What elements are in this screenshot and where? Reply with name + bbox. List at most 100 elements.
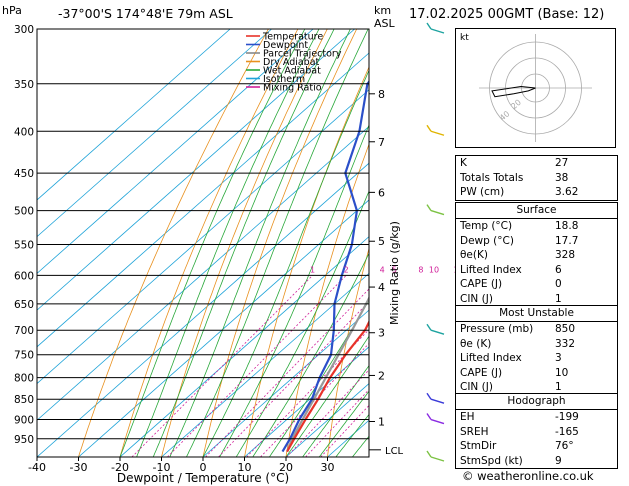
hodograph-stat-label: EH	[460, 411, 475, 423]
temp-tick-label: -30	[70, 461, 88, 474]
hodograph-trace	[491, 85, 536, 98]
surface-value: 18.8	[555, 220, 579, 232]
temperature-line	[286, 319, 369, 453]
temp-tick-label: -20	[111, 461, 129, 474]
most-unstable-row: CAPE (J) 10	[456, 366, 617, 381]
isotherm-line	[37, 29, 314, 274]
pressure-tick-label: 650	[14, 299, 34, 311]
isotherm-line	[37, 29, 355, 311]
wind-barb	[426, 323, 445, 335]
temp-tick-label: 20	[279, 461, 293, 474]
pressure-tick-label: 450	[14, 168, 34, 180]
surface-label: CIN (J)	[460, 292, 493, 305]
wind-barb	[426, 22, 445, 34]
surface-value: 6	[555, 263, 562, 276]
temp-tick-label: 30	[321, 461, 335, 474]
most-unstable-value: 10	[555, 366, 569, 379]
surface-value: 17.7	[555, 234, 579, 247]
mixing-ratio-label: 2	[344, 265, 349, 274]
temp-tick-label: 10	[238, 461, 252, 474]
most-unstable-value: 332	[555, 337, 576, 350]
dry-adiabat-line	[327, 247, 369, 457]
pressure-tick-label: 850	[14, 394, 34, 406]
km-tick-label: 1	[378, 416, 385, 429]
temp-tick-label: 0	[200, 461, 207, 474]
km-tick-label: 3	[378, 327, 385, 340]
km-tick-label: 2	[378, 369, 385, 382]
most-unstable-row: CIN (J) 1	[456, 380, 617, 395]
isotherm-line	[37, 52, 369, 348]
hodograph-stat-row: StmSpd (kt) 9	[456, 454, 617, 469]
surface-label: CAPE (J)	[460, 278, 503, 291]
legend-entry: Mixing Ratio	[263, 83, 322, 94]
wet-adiabat-line	[285, 335, 369, 457]
pressure-tick-label: 950	[14, 434, 34, 446]
most-unstable-value: 3	[555, 352, 562, 365]
hodograph-stats-panel: Hodograph EH -199 SREH -165 StmDir 76° StmSpd …	[455, 393, 618, 470]
pressure-tick-label: 400	[14, 126, 34, 138]
index-row: K 27	[456, 156, 617, 171]
surface-label: Dewp (°C)	[460, 234, 514, 247]
hodograph-stat-row: StmDir 76°	[456, 439, 617, 454]
legend-entry: Wet Adiabat	[263, 66, 321, 77]
hodograph-stat-value: -165	[555, 425, 579, 438]
most-unstable-label: Pressure (mb)	[460, 323, 534, 335]
mixing-ratio-line	[131, 275, 313, 457]
most-unstable-label: θe (K)	[460, 337, 492, 350]
most-unstable-value: 1	[555, 381, 562, 394]
isotherm-line	[161, 272, 369, 457]
index-value: 27	[555, 157, 569, 169]
hodograph-stat-value: 76°	[555, 440, 574, 453]
credit-label: © weatheronline.co.uk	[462, 469, 594, 483]
surface-row: Lifted Index 6	[456, 263, 617, 278]
legend-entry: Temperature	[262, 32, 323, 43]
mixing-ratio-line	[320, 404, 369, 457]
most-unstable-panel: Most Unstable Pressure (mb) 850 θe (K) 332 L…	[455, 305, 618, 396]
mixing-ratio-label: 8	[418, 265, 423, 274]
wind-barb	[426, 413, 445, 425]
hodograph-stat-label: StmSpd (kt)	[460, 454, 523, 467]
mixing-ratio-axis-label: Mixing Ratio (g/kg)	[388, 221, 401, 325]
index-value: 38	[555, 171, 569, 184]
mixing-ratio-label: 4	[380, 265, 385, 274]
wind-barb	[426, 450, 445, 462]
surface-row: Temp (°C) 18.8	[456, 219, 617, 234]
mixing-ratio-label: 10	[429, 265, 439, 274]
indices-panel: K 27 Totals Totals 38 PW (cm) 3.62	[455, 155, 618, 201]
pressure-tick-label: 750	[14, 350, 34, 362]
mixing-ratio-label: 1	[310, 265, 315, 274]
surface-label: Lifted Index	[460, 263, 522, 276]
temp-tick-label: -40	[28, 461, 46, 474]
index-label: Totals Totals	[460, 171, 524, 184]
asl-label: ASL	[374, 17, 395, 30]
km-tick-label: 6	[378, 186, 385, 199]
surface-value: 1	[555, 292, 562, 305]
location-label: -37°00'S 174°48'E 79m ASL	[58, 6, 233, 21]
pressure-tick-label: 300	[14, 24, 34, 36]
pressure-tick-label: 800	[14, 373, 34, 385]
index-row: Totals Totals 38	[456, 171, 617, 186]
pressure-unit-label: hPa	[2, 4, 22, 17]
datetime-label: 17.02.2025 00GMT (Base: 12)	[409, 7, 605, 22]
most-unstable-row: θe (K) 332	[456, 337, 617, 352]
dry-adiabat-line	[78, 29, 269, 457]
surface-row: Dewp (°C) 17.7	[456, 234, 617, 249]
surface-panel: Surface Temp (°C) 18.8 Dewp (°C) 17.7 θe(K) 3…	[455, 202, 618, 308]
mixing-ratio-line	[305, 389, 369, 457]
hodograph-stat-value: -199	[555, 411, 579, 423]
hodograph-stat-row: SREH -165	[456, 425, 617, 440]
pressure-tick-label: 600	[14, 270, 34, 282]
wind-barb	[426, 124, 445, 136]
isotherm-line	[37, 29, 231, 201]
mixing-ratio-line	[167, 275, 347, 457]
km-tick-label: 8	[378, 88, 385, 101]
isotherm-line	[78, 199, 369, 457]
legend-entry: Parcel Trajectory	[263, 49, 342, 60]
wind-barb	[426, 204, 445, 216]
pressure-tick-label: 550	[14, 239, 34, 251]
km-label: km	[374, 4, 392, 17]
most-unstable-row: Lifted Index 3	[456, 351, 617, 366]
hodograph-stat-label: StmDir	[460, 440, 497, 453]
surface-value: 0	[555, 278, 562, 291]
